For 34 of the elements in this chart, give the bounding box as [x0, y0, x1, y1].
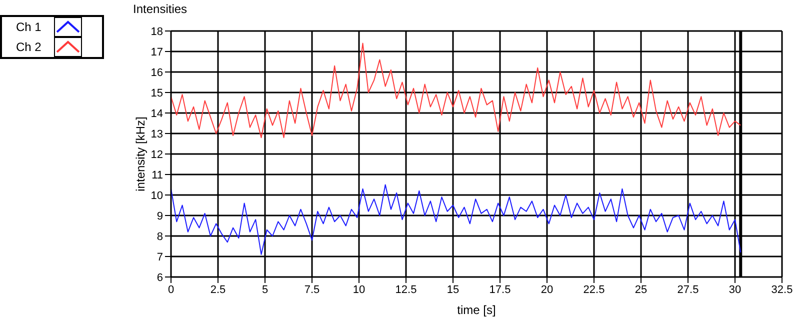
y-tick-label: 6	[156, 272, 163, 284]
x-tick-label: 15	[446, 284, 460, 296]
y-tick-label: 14	[150, 108, 163, 120]
x-tick-label: 27.5	[677, 284, 699, 296]
y-tick-label: 9	[156, 210, 163, 222]
legend-label: Ch 1	[16, 20, 42, 34]
x-tick-label: 2.5	[210, 284, 226, 296]
x-tick-label: 30	[728, 284, 742, 296]
y-tick-label: 10	[150, 190, 163, 202]
x-tick-label: 5	[262, 284, 268, 296]
x-tick-label: 20	[540, 284, 554, 296]
x-tick-label: 0	[168, 284, 174, 296]
y-tick-label: 13	[150, 128, 163, 140]
y-tick-label: 12	[150, 148, 163, 161]
x-tick-label: 7.5	[304, 284, 320, 296]
x-tick-label: 12.5	[395, 284, 417, 296]
y-axis-title: intensity [kHz]	[133, 116, 148, 192]
x-tick-label: 25	[634, 284, 648, 296]
x-axis-title: time [s]	[457, 303, 496, 317]
line-series	[171, 184, 742, 255]
y-tick-label: 11	[152, 169, 163, 182]
legend-label: Ch 2	[16, 40, 42, 54]
line-series	[171, 42, 742, 138]
y-tick-label: 7	[156, 251, 163, 264]
y-tick-label: 16	[150, 66, 163, 79]
x-tick-label: 17.5	[489, 284, 511, 296]
y-tick-label: 15	[150, 87, 163, 100]
y-tick-label: 18	[150, 26, 163, 38]
x-tick-label: 22.5	[583, 284, 605, 296]
x-tick-label: 10	[352, 284, 366, 296]
x-tick-label: 32.5	[771, 284, 793, 296]
y-tick-label: 8	[156, 230, 163, 243]
chart-title: Intensities	[133, 2, 188, 16]
y-tick-label: 17	[150, 46, 163, 58]
